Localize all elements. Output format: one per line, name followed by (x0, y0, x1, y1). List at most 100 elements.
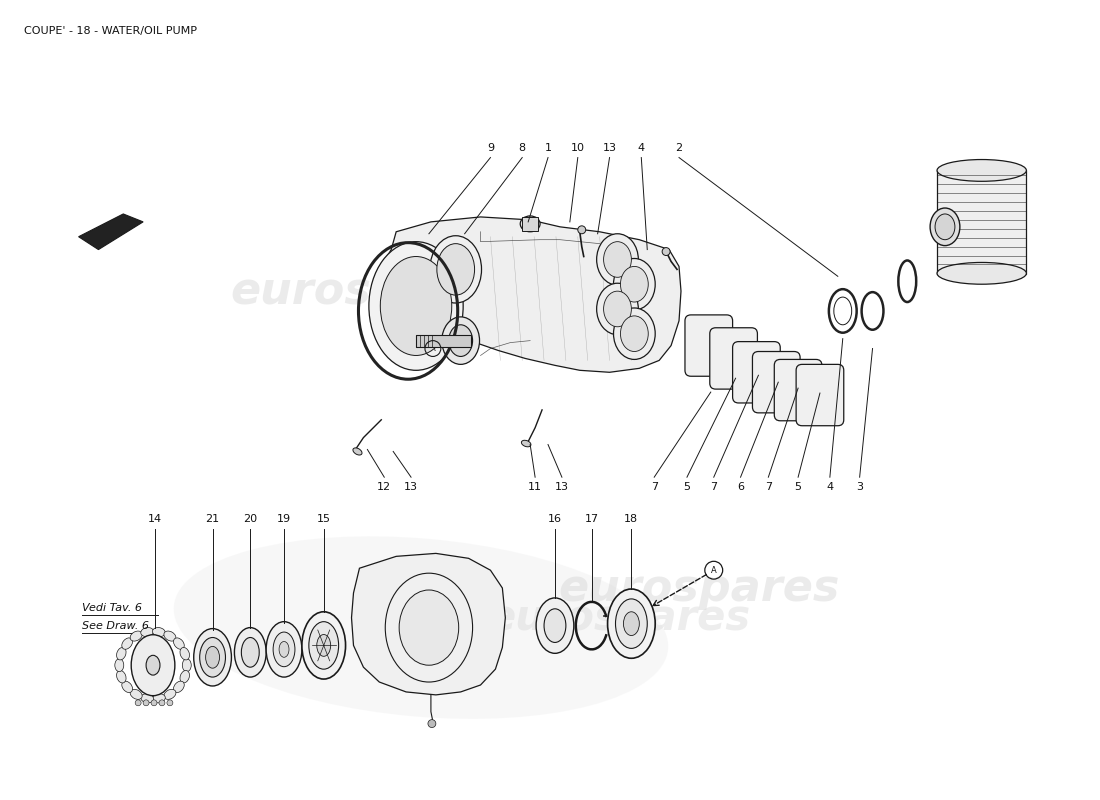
Ellipse shape (234, 628, 266, 677)
Ellipse shape (206, 646, 220, 668)
Ellipse shape (141, 694, 154, 703)
Text: 13: 13 (554, 482, 569, 492)
Text: 8: 8 (518, 142, 526, 153)
Ellipse shape (164, 631, 176, 641)
Text: 14: 14 (148, 514, 162, 524)
Ellipse shape (130, 631, 142, 641)
Ellipse shape (520, 216, 540, 232)
Ellipse shape (937, 159, 1026, 182)
Text: COUPE' - 18 - WATER/OIL PUMP: COUPE' - 18 - WATER/OIL PUMP (24, 26, 197, 36)
Text: A: A (430, 344, 436, 353)
Text: A: A (711, 566, 716, 574)
Text: 18: 18 (625, 514, 638, 524)
Ellipse shape (279, 642, 289, 658)
Ellipse shape (544, 609, 565, 642)
Ellipse shape (174, 536, 669, 719)
Ellipse shape (164, 690, 176, 699)
Ellipse shape (153, 627, 165, 637)
Ellipse shape (153, 694, 165, 703)
Ellipse shape (381, 257, 452, 355)
Ellipse shape (620, 266, 648, 302)
Ellipse shape (430, 236, 482, 303)
Text: 12: 12 (377, 482, 392, 492)
Ellipse shape (174, 681, 185, 693)
Text: 6: 6 (737, 482, 744, 492)
Text: eurospares: eurospares (558, 566, 839, 610)
Ellipse shape (317, 634, 331, 656)
Ellipse shape (834, 297, 851, 325)
Ellipse shape (122, 638, 133, 650)
Ellipse shape (604, 242, 631, 278)
Ellipse shape (114, 658, 124, 672)
Text: 7: 7 (711, 482, 717, 492)
FancyBboxPatch shape (752, 351, 800, 413)
Text: 5: 5 (683, 482, 691, 492)
Ellipse shape (521, 440, 531, 447)
Circle shape (428, 720, 436, 727)
Text: 5: 5 (794, 482, 802, 492)
Ellipse shape (624, 612, 639, 635)
Polygon shape (352, 554, 505, 695)
Circle shape (578, 226, 585, 234)
Ellipse shape (241, 638, 260, 667)
Ellipse shape (130, 690, 142, 699)
Bar (937, 170, 1026, 274)
Ellipse shape (442, 317, 480, 364)
Circle shape (167, 700, 173, 706)
Text: 7: 7 (764, 482, 772, 492)
Circle shape (151, 700, 157, 706)
Ellipse shape (368, 242, 463, 370)
Text: 21: 21 (206, 514, 220, 524)
Text: 13: 13 (603, 142, 616, 153)
FancyBboxPatch shape (796, 364, 844, 426)
Bar (522, 217, 538, 230)
Ellipse shape (536, 598, 574, 654)
Polygon shape (373, 217, 681, 372)
Text: 17: 17 (584, 514, 598, 524)
Ellipse shape (596, 283, 638, 334)
Text: 3: 3 (856, 482, 864, 492)
Text: Vedi Tav. 6: Vedi Tav. 6 (81, 603, 142, 613)
Ellipse shape (353, 448, 362, 455)
Circle shape (135, 700, 141, 706)
Circle shape (662, 248, 670, 255)
Bar (416, 334, 471, 346)
Text: 13: 13 (404, 482, 418, 492)
Ellipse shape (273, 632, 295, 666)
Ellipse shape (146, 655, 160, 675)
FancyBboxPatch shape (774, 359, 822, 421)
Text: 4: 4 (638, 142, 645, 153)
Text: 4: 4 (826, 482, 834, 492)
FancyBboxPatch shape (733, 342, 780, 403)
Text: 10: 10 (571, 142, 585, 153)
Text: eurospares: eurospares (231, 270, 513, 313)
Ellipse shape (180, 670, 189, 683)
FancyBboxPatch shape (710, 328, 758, 389)
Ellipse shape (309, 622, 339, 669)
Ellipse shape (616, 599, 647, 648)
Polygon shape (78, 214, 143, 250)
Text: 2: 2 (675, 142, 683, 153)
Ellipse shape (937, 262, 1026, 284)
Ellipse shape (200, 638, 225, 677)
Ellipse shape (141, 627, 154, 637)
Ellipse shape (399, 590, 459, 666)
Ellipse shape (935, 214, 955, 240)
Ellipse shape (620, 316, 648, 351)
Circle shape (160, 700, 165, 706)
Ellipse shape (301, 612, 345, 679)
Ellipse shape (183, 658, 191, 672)
Ellipse shape (596, 234, 638, 286)
Text: eurospares: eurospares (488, 597, 751, 638)
Text: 15: 15 (317, 514, 331, 524)
FancyBboxPatch shape (685, 315, 733, 376)
Ellipse shape (117, 647, 126, 660)
Ellipse shape (174, 638, 185, 650)
Ellipse shape (931, 208, 960, 246)
Text: See Draw. 6: See Draw. 6 (81, 621, 148, 630)
Text: 11: 11 (528, 482, 542, 492)
Ellipse shape (180, 647, 189, 660)
Text: 16: 16 (548, 514, 562, 524)
Ellipse shape (266, 622, 301, 677)
Ellipse shape (131, 634, 175, 696)
